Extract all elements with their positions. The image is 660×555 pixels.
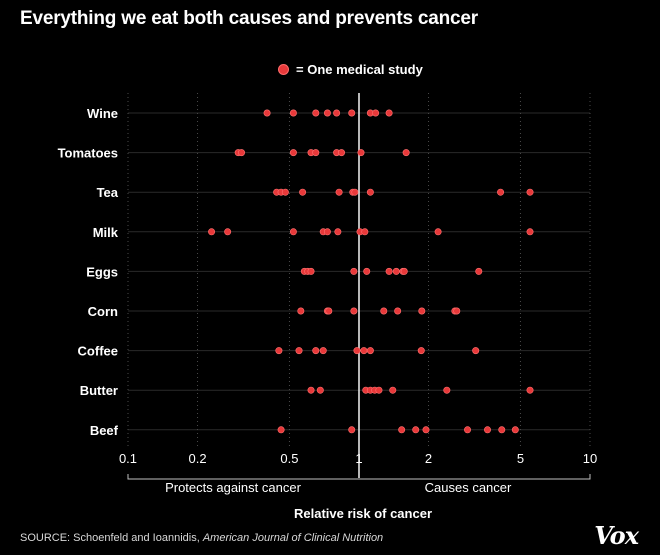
- legend-label: = One medical study: [296, 62, 423, 77]
- data-point: [325, 307, 333, 315]
- data-point: [312, 149, 320, 157]
- x-tick-label: 10: [583, 451, 597, 466]
- data-point: [348, 109, 356, 117]
- data-point: [307, 267, 315, 275]
- x-tick-label: 2: [425, 451, 432, 466]
- data-point: [464, 426, 472, 434]
- data-point: [422, 426, 430, 434]
- data-point: [208, 228, 216, 236]
- data-point: [417, 347, 425, 355]
- data-point: [333, 109, 341, 117]
- vox-logo: Vox: [594, 521, 639, 550]
- data-point: [511, 426, 519, 434]
- data-point: [526, 228, 534, 236]
- data-point: [350, 267, 358, 275]
- data-point: [402, 149, 410, 157]
- legend: = One medical study: [278, 62, 423, 77]
- row-label: Wine: [87, 106, 118, 121]
- data-point: [392, 267, 400, 275]
- x-axis-label: Relative risk of cancer: [294, 506, 432, 521]
- data-point: [224, 228, 232, 236]
- data-point: [334, 228, 342, 236]
- row-label: Corn: [88, 304, 118, 319]
- data-point: [281, 188, 289, 196]
- data-point: [366, 188, 374, 196]
- data-point: [363, 267, 371, 275]
- data-point: [398, 426, 406, 434]
- data-point: [289, 109, 297, 117]
- data-point: [312, 347, 320, 355]
- row-label: Tea: [97, 185, 119, 200]
- data-point: [372, 109, 380, 117]
- data-point: [434, 228, 442, 236]
- x-tick-label: 0.5: [280, 451, 298, 466]
- data-point: [360, 347, 368, 355]
- data-point: [385, 267, 393, 275]
- data-point: [412, 426, 420, 434]
- data-point: [366, 347, 374, 355]
- data-point: [375, 386, 383, 394]
- data-point: [498, 426, 506, 434]
- data-point: [277, 426, 285, 434]
- data-point: [323, 228, 331, 236]
- x-tick-label: 5: [517, 451, 524, 466]
- data-point: [263, 109, 271, 117]
- annotation-protects: Protects against cancer: [165, 480, 302, 495]
- data-point: [443, 386, 451, 394]
- data-point: [289, 228, 297, 236]
- data-point: [472, 347, 480, 355]
- x-tick-label: 1: [355, 451, 362, 466]
- data-point: [453, 307, 461, 315]
- data-point: [350, 307, 358, 315]
- source-prefix: SOURCE: Schoenfeld and Ioannidis,: [20, 532, 203, 544]
- data-point: [357, 149, 365, 157]
- data-point: [497, 188, 505, 196]
- legend-dot-icon: [278, 64, 289, 75]
- data-point: [484, 426, 492, 434]
- source-note: SOURCE: Schoenfeld and Ioannidis, Americ…: [20, 532, 383, 544]
- data-point: [526, 386, 534, 394]
- row-label: Milk: [93, 225, 119, 240]
- chart-title: Everything we eat both causes and preven…: [20, 8, 478, 29]
- data-point: [299, 188, 307, 196]
- row-label: Eggs: [86, 264, 118, 279]
- data-point: [353, 347, 361, 355]
- data-point: [389, 386, 397, 394]
- row-label: Tomatoes: [58, 146, 118, 161]
- data-point: [526, 188, 534, 196]
- x-tick-label: 0.1: [119, 451, 137, 466]
- data-point: [380, 307, 388, 315]
- data-point: [348, 426, 356, 434]
- row-label: Coffee: [78, 344, 118, 359]
- data-point: [297, 307, 305, 315]
- data-point: [385, 109, 393, 117]
- data-point: [338, 149, 346, 157]
- data-point: [307, 386, 315, 394]
- annotation-bracket: [127, 474, 591, 480]
- data-point: [316, 386, 324, 394]
- data-point: [475, 267, 483, 275]
- data-point: [418, 307, 426, 315]
- data-point: [289, 149, 297, 157]
- data-point: [295, 347, 303, 355]
- data-point: [323, 109, 331, 117]
- data-point: [351, 188, 359, 196]
- source-journal: American Journal of Clinical Nutrition: [202, 532, 384, 544]
- data-point: [275, 347, 283, 355]
- data-point: [335, 188, 343, 196]
- data-point: [361, 228, 369, 236]
- data-point: [312, 109, 320, 117]
- row-label: Beef: [90, 423, 119, 438]
- data-point: [238, 149, 246, 157]
- x-tick-label: 0.2: [188, 451, 206, 466]
- annotation-causes: Causes cancer: [425, 480, 512, 495]
- data-point: [394, 307, 402, 315]
- data-point: [400, 267, 408, 275]
- data-point: [319, 347, 327, 355]
- row-label: Butter: [80, 383, 118, 398]
